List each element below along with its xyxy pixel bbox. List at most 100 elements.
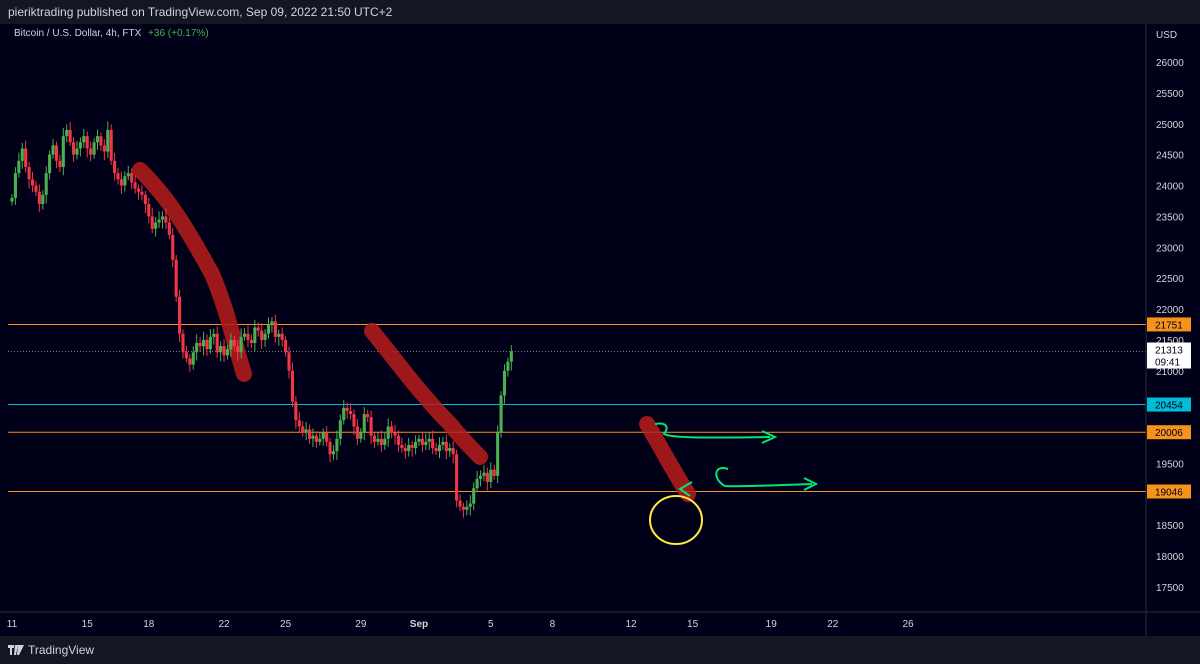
level-label: 21751 — [1155, 320, 1183, 331]
candle-body — [427, 438, 431, 442]
candle-body — [403, 448, 407, 452]
candle-body — [154, 222, 158, 229]
candle-body — [20, 148, 24, 161]
candle-body — [266, 324, 271, 334]
candle-body — [147, 204, 151, 217]
x-tick-label: 26 — [902, 619, 914, 630]
y-tick-label: 24500 — [1156, 151, 1184, 162]
candle-body — [304, 429, 308, 433]
candle-body — [171, 234, 175, 260]
y-tick-label: 19500 — [1156, 459, 1184, 470]
candle-body — [133, 182, 137, 189]
candle-body — [502, 370, 507, 396]
y-tick-label: 26000 — [1156, 58, 1184, 69]
candle-body — [277, 333, 281, 337]
candle-body — [342, 407, 346, 421]
candle-body — [496, 432, 500, 476]
candle-body — [10, 197, 14, 202]
candle-body — [297, 420, 301, 427]
candle-body — [366, 414, 370, 418]
candle-body — [424, 441, 428, 445]
candle-body — [51, 145, 55, 155]
level-label-bg — [1147, 397, 1191, 412]
candle-body — [184, 352, 188, 359]
candle-body — [301, 426, 305, 433]
candle-body — [143, 194, 147, 205]
candle-body — [318, 438, 322, 442]
annotation-arrow-lower — [715, 467, 813, 488]
x-tick-label: Sep — [410, 619, 428, 630]
candle-body — [75, 148, 79, 155]
candle-body — [441, 441, 445, 445]
price-axis: USD 26000 25500 25000 24500 24000 23500 23000 22… — [1145, 24, 1200, 636]
level-label-bg — [1147, 484, 1191, 499]
annotations — [649, 422, 819, 545]
y-tick-label: 22500 — [1156, 274, 1184, 285]
candle-body — [17, 160, 21, 174]
candle-body — [109, 129, 113, 161]
candle-body — [24, 148, 28, 167]
candle-body — [273, 321, 277, 337]
x-tick-label: 15 — [82, 619, 94, 630]
candle-body — [335, 438, 339, 452]
candle-body — [461, 506, 465, 510]
x-tick-label: 11 — [7, 619, 18, 630]
candle-body — [485, 472, 489, 482]
candle-body — [338, 420, 342, 439]
candle-body — [236, 346, 240, 353]
x-tick-label: 22 — [827, 619, 839, 630]
footer-bar: TradingView — [0, 636, 1200, 664]
level-label-bg — [1147, 425, 1191, 440]
candle-body — [393, 432, 397, 436]
candle-body — [492, 469, 496, 476]
candle-body — [455, 454, 459, 501]
candle-body — [475, 478, 479, 489]
y-tick-label: 23000 — [1156, 243, 1184, 254]
candle-body — [362, 414, 366, 433]
candle-body — [386, 426, 390, 439]
candle-body — [44, 173, 48, 195]
candle-body — [215, 333, 219, 353]
y-tick-label: 21500 — [1156, 336, 1184, 347]
trend-highlight-stroke — [132, 162, 252, 382]
candle-body — [410, 444, 414, 449]
candle-body — [383, 438, 387, 445]
candle-body — [420, 438, 424, 445]
candle-body — [307, 429, 312, 439]
candle-body — [414, 441, 418, 449]
annotation-arrowhead-lower — [803, 477, 819, 491]
candle-body — [434, 448, 438, 452]
footer-brand: TradingView — [28, 643, 95, 657]
candle-body — [431, 438, 435, 449]
candle-body — [294, 401, 298, 421]
candle-body — [325, 432, 329, 442]
chart-area[interactable]: USD 26000 25500 25000 24500 24000 23500 23000 22… — [0, 24, 1200, 636]
candle-body — [331, 451, 336, 455]
candle-body — [472, 488, 476, 504]
candle-body — [85, 136, 89, 149]
candle-body — [369, 417, 373, 436]
candle-body — [113, 160, 117, 174]
x-tick-label: 12 — [625, 619, 637, 630]
y-tick-label: 18000 — [1156, 552, 1184, 563]
candle-body — [82, 136, 86, 143]
candle-body — [164, 216, 168, 223]
candle-body — [68, 129, 72, 143]
y-tick-label: 24000 — [1156, 182, 1184, 193]
price-chart[interactable]: USD 26000 25500 25000 24500 24000 23500 23000 22… — [0, 24, 1200, 636]
candle-body — [130, 173, 134, 183]
x-tick-label: 19 — [766, 619, 778, 630]
candle-body — [280, 333, 284, 340]
y-tick-label: 23500 — [1156, 212, 1184, 223]
annotation-small-arrow — [678, 481, 693, 497]
candles — [10, 121, 513, 518]
candle-body — [229, 339, 233, 350]
candle-body — [41, 194, 45, 205]
annotation-circle — [649, 495, 703, 545]
price-change: +36 (+0.17%) — [148, 28, 209, 39]
candle-body — [499, 395, 503, 433]
y-tick-label: 18500 — [1156, 521, 1184, 532]
candle-body — [311, 435, 315, 439]
x-tick-label: 5 — [488, 619, 494, 630]
candle-body — [379, 438, 383, 445]
